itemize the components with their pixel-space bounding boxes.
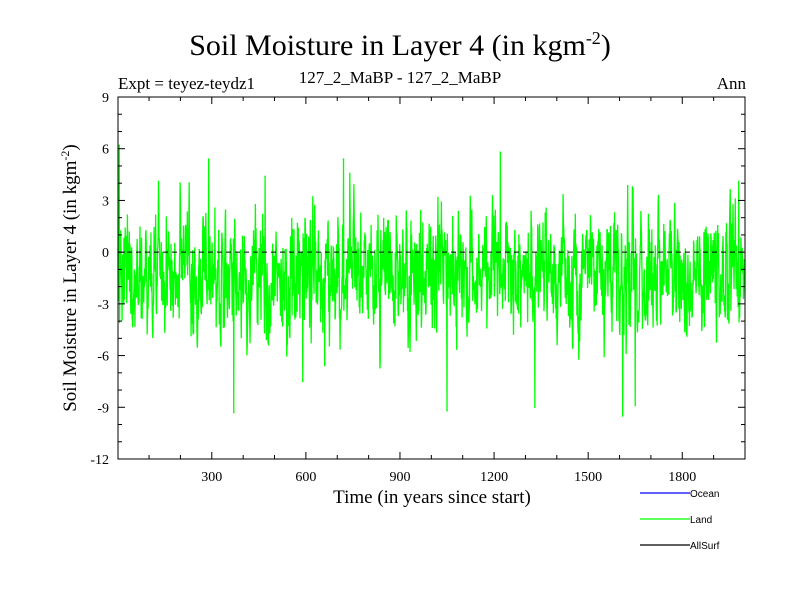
land-extreme-point — [158, 181, 160, 183]
land-extreme-point — [622, 415, 624, 417]
y-tick-label: 6 — [102, 143, 109, 158]
y-tick-label: -9 — [97, 401, 109, 416]
land-extreme-point — [302, 381, 304, 383]
land-series-group — [118, 144, 745, 416]
land-extreme-point — [634, 405, 636, 407]
x-tick-label: 1200 — [480, 470, 508, 485]
y-axis-label-suffix: ) — [60, 144, 81, 150]
land-extreme-point — [500, 151, 502, 153]
y-tick-label: 0 — [102, 246, 109, 261]
x-tick-label: 600 — [295, 470, 316, 485]
x-tick-label: 1800 — [668, 470, 696, 485]
x-tick-label: 300 — [201, 470, 222, 485]
legend-label-land: Land — [690, 515, 712, 526]
chart-canvas: 9 6 3 0 -3 -6 -9 -12 300 600 900 1200 1500 1800 Time… — [0, 0, 800, 600]
y-axis-label-text: Soil Moisture in Layer 4 (in kgm — [60, 160, 81, 411]
x-tick-label: 900 — [389, 470, 410, 485]
land-extreme-point — [446, 410, 448, 412]
y-tick-label: -6 — [97, 350, 109, 365]
x-tick-label: 1500 — [574, 470, 602, 485]
y-axis-label-superscript: -2 — [58, 151, 72, 161]
land-extreme-point — [118, 144, 120, 146]
land-extreme-point — [534, 406, 536, 408]
y-tick-label: 3 — [102, 194, 109, 209]
land-extreme-point — [264, 175, 266, 177]
y-tick-label: -3 — [97, 298, 109, 313]
land-extreme-point — [208, 158, 210, 160]
land-extreme-point — [233, 412, 235, 414]
y-tick-label: 9 — [102, 91, 109, 106]
land-series-line — [118, 145, 745, 416]
legend-label-allsurf: AllSurf — [690, 541, 720, 552]
land-extreme-point — [738, 181, 740, 183]
legend-label-ocean: Ocean — [690, 489, 719, 500]
y-axis-label: Soil Moisture in Layer 4 (in kgm-2) — [58, 144, 81, 412]
y-tick-label: -12 — [90, 453, 109, 468]
land-extreme-point — [343, 158, 345, 160]
legend: Ocean Land AllSurf — [640, 489, 720, 552]
x-axis-label: Time (in years since start) — [333, 487, 531, 508]
